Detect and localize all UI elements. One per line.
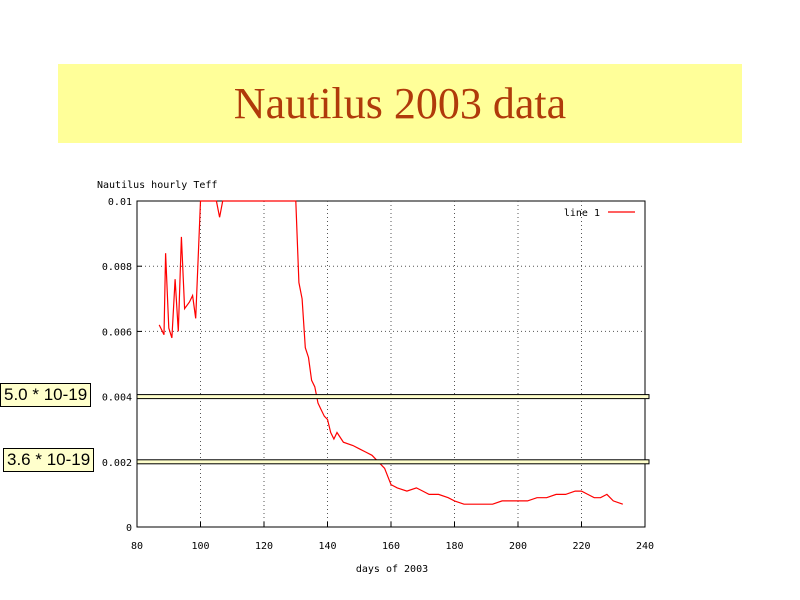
annotation-label-lower: 3.6 * 10-19 — [3, 447, 95, 472]
threshold-band — [136, 394, 650, 400]
grid: 80 100 120 140 160 180 200 220 240 0 0.002 0.004 0.0… — [102, 197, 654, 552]
slide-title: Nautilus 2003 data — [233, 79, 567, 128]
x-tick-label: 160 — [382, 541, 400, 552]
y-tick-label: 0.002 — [102, 458, 132, 469]
series-line — [158, 200, 623, 505]
legend-label: line 1 — [564, 208, 600, 219]
chart-title: Nautilus hourly Teff — [97, 180, 217, 191]
annotation-label-upper: 5.0 * 10-19 — [0, 382, 92, 407]
annotation-lines — [136, 394, 650, 465]
legend: line 1 — [564, 208, 635, 219]
y-tick-label: 0.004 — [102, 393, 132, 404]
x-axis-title: days of 2003 — [356, 564, 428, 575]
x-tick-label: 180 — [445, 541, 463, 552]
x-tick-label: 80 — [131, 541, 143, 552]
x-tick-label: 140 — [318, 541, 336, 552]
x-tick-label: 100 — [191, 541, 209, 552]
x-tick-label: 220 — [572, 541, 590, 552]
y-tick-label: 0.01 — [108, 197, 132, 208]
x-tick-label: 200 — [509, 541, 527, 552]
x-tick-label: 240 — [636, 541, 654, 552]
y-tick-label: 0 — [126, 523, 132, 534]
title-banner: Nautilus 2003 data — [58, 64, 742, 143]
series-layer — [158, 200, 623, 505]
y-tick-label: 0.006 — [102, 327, 132, 338]
x-tick-label: 120 — [255, 541, 273, 552]
y-tick-label: 0.008 — [102, 262, 132, 273]
threshold-band — [136, 459, 650, 465]
